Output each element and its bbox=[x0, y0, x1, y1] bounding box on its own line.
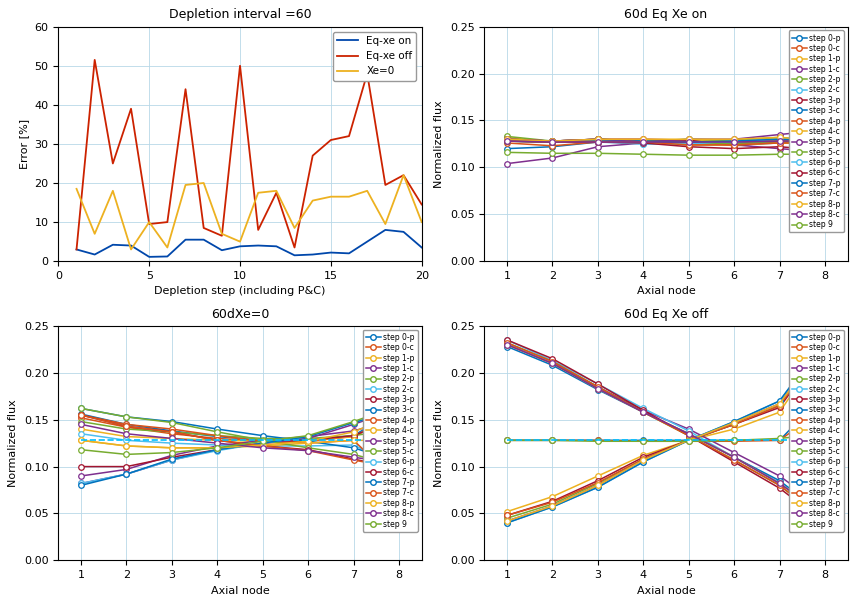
Eq-xe off bbox=[326, 137, 336, 144]
Xe=0 bbox=[289, 224, 300, 231]
Xe=0 bbox=[181, 181, 191, 188]
Eq-xe off bbox=[163, 219, 173, 226]
Line: Xe=0: Xe=0 bbox=[76, 175, 422, 249]
Line: Eq-xe off: Eq-xe off bbox=[76, 60, 422, 249]
Title: Depletion interval =60: Depletion interval =60 bbox=[169, 8, 312, 21]
Eq-xe off bbox=[199, 224, 209, 231]
Y-axis label: Normalized flux: Normalized flux bbox=[9, 399, 18, 487]
Title: 60dXe=0: 60dXe=0 bbox=[211, 307, 270, 321]
Eq-xe on bbox=[126, 242, 136, 249]
Eq-xe on bbox=[71, 246, 81, 253]
Eq-xe off bbox=[108, 160, 118, 167]
Eq-xe off bbox=[362, 70, 372, 77]
Eq-xe on bbox=[307, 251, 318, 258]
Title: 60d Eq Xe off: 60d Eq Xe off bbox=[624, 307, 708, 321]
Eq-xe on bbox=[235, 243, 245, 250]
Eq-xe on bbox=[362, 238, 372, 245]
Xe=0 bbox=[344, 193, 354, 201]
Xe=0 bbox=[362, 187, 372, 194]
Eq-xe off bbox=[271, 189, 282, 196]
Eq-xe on bbox=[289, 252, 300, 259]
Eq-xe on bbox=[144, 253, 154, 260]
Title: 60d Eq Xe on: 60d Eq Xe on bbox=[624, 8, 708, 21]
Eq-xe on bbox=[181, 236, 191, 243]
Eq-xe off bbox=[417, 201, 427, 208]
Eq-xe off bbox=[253, 226, 264, 234]
Y-axis label: Normalized flux: Normalized flux bbox=[434, 100, 444, 188]
Eq-xe off bbox=[144, 220, 154, 228]
Eq-xe off bbox=[126, 105, 136, 112]
Y-axis label: Normalized flux: Normalized flux bbox=[434, 399, 444, 487]
Eq-xe off bbox=[181, 86, 191, 93]
Eq-xe off bbox=[344, 132, 354, 140]
Eq-xe off bbox=[398, 172, 408, 179]
Eq-xe on bbox=[344, 249, 354, 257]
Eq-xe off bbox=[380, 181, 390, 188]
Eq-xe on bbox=[163, 253, 173, 260]
Xe=0 bbox=[126, 246, 136, 253]
Xe=0 bbox=[235, 238, 245, 245]
Eq-xe off bbox=[71, 246, 81, 253]
X-axis label: Axial node: Axial node bbox=[211, 586, 270, 596]
Eq-xe on bbox=[380, 226, 390, 234]
Eq-xe off bbox=[217, 232, 227, 239]
Eq-xe on bbox=[199, 236, 209, 243]
Xe=0 bbox=[307, 197, 318, 204]
Eq-xe off bbox=[90, 56, 100, 63]
X-axis label: Axial node: Axial node bbox=[637, 286, 695, 297]
Legend: step 0-p, step 0-c, step 1-p, step 1-c, step 2-p, step 2-c, step 3-p, step 3-c, : step 0-p, step 0-c, step 1-p, step 1-c, … bbox=[788, 330, 844, 532]
Xe=0 bbox=[271, 187, 282, 194]
X-axis label: Depletion step (including P&C): Depletion step (including P&C) bbox=[154, 286, 326, 297]
Legend: step 0-p, step 0-c, step 1-p, step 1-c, step 2-p, step 2-c, step 3-p, step 3-c, : step 0-p, step 0-c, step 1-p, step 1-c, … bbox=[788, 30, 844, 233]
Xe=0 bbox=[326, 193, 336, 201]
Xe=0 bbox=[199, 179, 209, 187]
Legend: Eq-xe on, Eq-xe off, Xe=0: Eq-xe on, Eq-xe off, Xe=0 bbox=[333, 32, 417, 80]
Xe=0 bbox=[217, 230, 227, 237]
Xe=0 bbox=[398, 172, 408, 179]
Xe=0 bbox=[380, 220, 390, 228]
Eq-xe on bbox=[417, 244, 427, 251]
Xe=0 bbox=[108, 187, 118, 194]
Eq-xe on bbox=[217, 246, 227, 254]
Xe=0 bbox=[71, 185, 81, 193]
Xe=0 bbox=[417, 219, 427, 226]
Eq-xe on bbox=[108, 241, 118, 248]
X-axis label: Axial node: Axial node bbox=[637, 586, 695, 596]
Y-axis label: Error [%]: Error [%] bbox=[19, 119, 29, 169]
Xe=0 bbox=[90, 230, 100, 237]
Xe=0 bbox=[144, 219, 154, 226]
Legend: step 0-p, step 0-c, step 1-p, step 1-c, step 2-p, step 2-c, step 3-p, step 3-c, : step 0-p, step 0-c, step 1-p, step 1-c, … bbox=[363, 330, 418, 532]
Eq-xe on bbox=[271, 243, 282, 250]
Line: Eq-xe on: Eq-xe on bbox=[76, 230, 422, 257]
Xe=0 bbox=[163, 244, 173, 251]
Eq-xe on bbox=[398, 228, 408, 236]
Eq-xe off bbox=[235, 62, 245, 69]
Eq-xe on bbox=[253, 242, 264, 249]
Eq-xe off bbox=[289, 244, 300, 251]
Xe=0 bbox=[253, 189, 264, 196]
Eq-xe on bbox=[326, 249, 336, 256]
Eq-xe off bbox=[307, 152, 318, 159]
Eq-xe on bbox=[90, 251, 100, 258]
